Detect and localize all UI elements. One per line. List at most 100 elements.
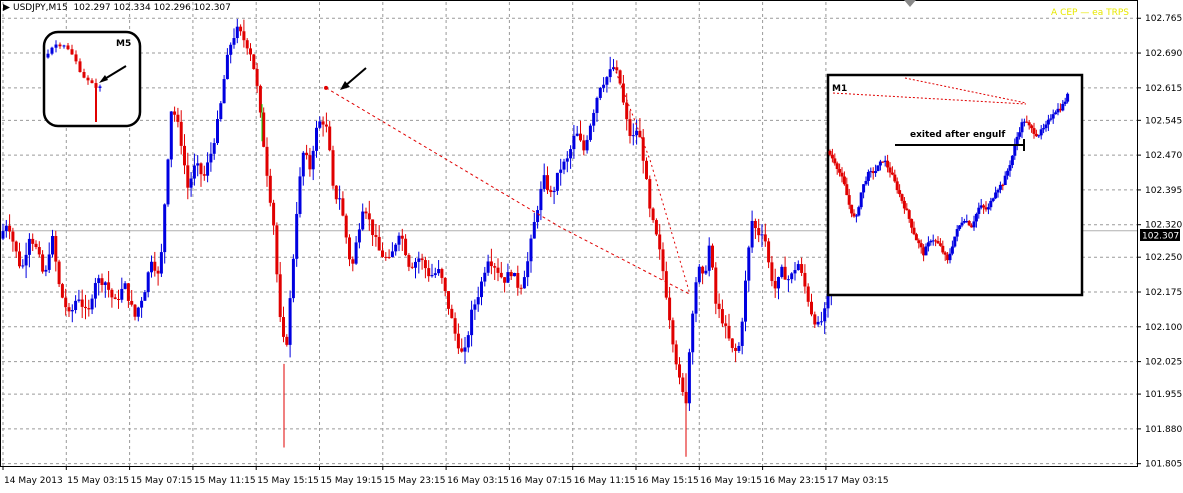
m1-candle-body xyxy=(1018,132,1022,137)
m1-candle-body xyxy=(1054,112,1058,115)
candle-body xyxy=(499,272,503,278)
m1-candle-body xyxy=(886,160,890,168)
candle-body xyxy=(509,272,513,277)
m1-candle-body xyxy=(974,213,978,222)
candle-body xyxy=(569,149,573,159)
expert-label: A CEP — ea TRPS xyxy=(1051,8,1129,18)
candle-body xyxy=(783,266,787,280)
candle-body xyxy=(648,179,652,209)
m1-candle-body xyxy=(948,253,952,261)
candle-body xyxy=(4,225,8,232)
m1-candle-body xyxy=(970,225,974,228)
candle-body xyxy=(608,69,612,78)
candle-body xyxy=(348,237,351,260)
m1-candle-body xyxy=(900,194,904,201)
x-tick-label: 16 May 15:15 xyxy=(637,476,699,486)
candle-body xyxy=(153,261,157,271)
m1-inset: M1 exited after engulf xyxy=(826,73,1084,297)
m5-arrow-icon xyxy=(99,65,127,83)
candle-body xyxy=(546,175,549,191)
candle-body xyxy=(592,112,596,126)
candle-body xyxy=(390,251,394,258)
m1-candle-body xyxy=(989,200,993,208)
m1-candle-body xyxy=(936,241,940,244)
candle-body xyxy=(423,260,427,269)
m5-candle-body xyxy=(90,80,94,84)
m1-candle-body xyxy=(1046,119,1050,125)
ohlc-values: 102.297 102.334 102.296 102.307 xyxy=(73,3,231,13)
candle-body xyxy=(793,270,797,274)
y-tick-label: 102.175 xyxy=(1145,288,1182,298)
candle-body xyxy=(430,275,434,277)
m1-candle-body xyxy=(871,171,875,174)
candle-body xyxy=(443,277,447,292)
candle-body xyxy=(110,289,114,298)
candle-body xyxy=(744,280,747,322)
candle-body xyxy=(275,225,279,275)
candle-body xyxy=(183,145,186,166)
candle-body xyxy=(159,252,163,274)
candle-body xyxy=(542,175,546,189)
m1-candle-body xyxy=(1049,118,1053,120)
candle-body xyxy=(612,67,615,70)
candle-body xyxy=(268,175,272,203)
y-tick-label: 101.805 xyxy=(1145,460,1182,470)
candle-body xyxy=(239,26,243,32)
m1-candle-body xyxy=(1056,108,1060,113)
candles xyxy=(1,18,840,457)
candle-body xyxy=(513,272,516,277)
candle-body xyxy=(773,280,777,289)
candle-body xyxy=(328,126,332,151)
symbol-timeframe: USDJPY,M15 xyxy=(13,3,68,13)
candle-body xyxy=(777,277,780,289)
candle-body xyxy=(324,124,328,127)
candle-body xyxy=(133,304,137,317)
candle-body xyxy=(341,198,345,216)
candle-body xyxy=(480,281,483,298)
candle-body xyxy=(107,282,111,290)
candle-body xyxy=(823,308,827,322)
m1-candle-body xyxy=(1020,122,1024,133)
m1-candle-body xyxy=(1042,128,1046,130)
candle-body xyxy=(209,153,213,163)
candle-body xyxy=(387,257,391,259)
candle-body xyxy=(727,325,731,339)
m1-candle-body xyxy=(895,181,899,191)
m5-candle-body xyxy=(58,44,62,47)
price-axis: 102.765 102.690 102.615 102.545 102.470 102.3… xyxy=(1137,14,1182,470)
m1-candle-body xyxy=(898,190,902,195)
candle-body xyxy=(813,314,817,325)
m1-candle-body xyxy=(1025,121,1029,123)
current-price-label: 102.307 xyxy=(1142,232,1179,242)
m1-candle-body xyxy=(907,210,911,219)
y-tick-label: 102.545 xyxy=(1145,116,1182,126)
candle-body xyxy=(575,133,579,136)
m5-inset: M5 xyxy=(42,30,142,128)
candle-body xyxy=(585,139,589,151)
candle-body xyxy=(384,256,388,258)
candle-body xyxy=(305,152,309,156)
candle-body xyxy=(77,299,81,301)
candle-body xyxy=(720,309,724,324)
candle-body xyxy=(664,271,668,298)
m1-candle-body xyxy=(924,246,928,256)
y-tick-label: 102.250 xyxy=(1145,253,1182,263)
y-tick-label: 102.395 xyxy=(1145,186,1182,196)
m5-candle-body xyxy=(98,86,102,88)
chart-shift-pin-icon[interactable] xyxy=(904,0,916,7)
candle-body xyxy=(437,269,441,274)
candle-body xyxy=(371,219,375,236)
candle-body xyxy=(278,274,282,318)
candle-body xyxy=(635,130,639,136)
candle-body xyxy=(344,215,348,238)
candle-body xyxy=(47,254,51,270)
candle-body xyxy=(526,261,530,278)
candle-body xyxy=(625,102,629,120)
candle-body xyxy=(87,308,91,310)
m1-candle-body xyxy=(1037,135,1041,137)
x-tick-label: 15 May 11:15 xyxy=(194,476,256,486)
candle-body xyxy=(770,262,774,281)
candle-body xyxy=(202,174,206,176)
current-price-tag xyxy=(1140,229,1180,241)
